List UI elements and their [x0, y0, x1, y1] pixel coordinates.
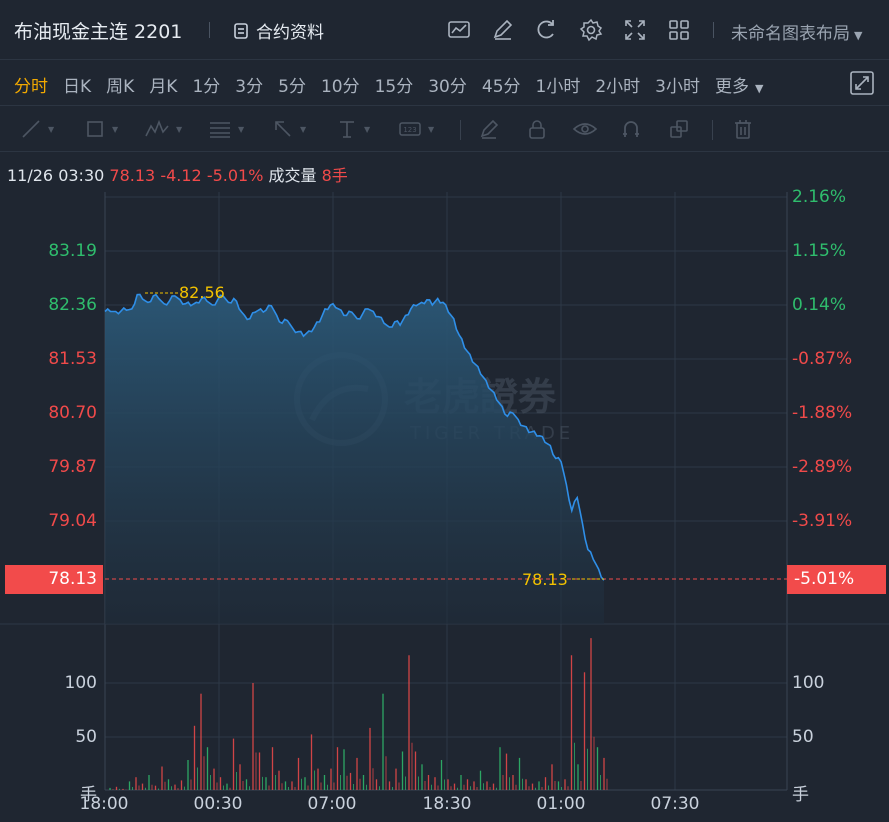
timeframe-tab[interactable]: 月K — [149, 77, 178, 97]
grid-icon[interactable] — [666, 17, 692, 43]
magnet-icon[interactable] — [620, 116, 642, 142]
refresh-icon[interactable] — [534, 17, 560, 43]
pct-axis-label: 2.16% — [792, 187, 847, 207]
timeframe-bar: 分时 日K 周K 月K 1分 3分 5分 10分 15分 30分 45分 1小时 2小时 3小时 更多 ▼ — [0, 60, 889, 106]
current-price-badge: 78.13 — [5, 565, 103, 594]
contract-info-label: 合约资料 — [256, 23, 324, 43]
timeframe-tab[interactable]: 分时 — [14, 77, 48, 97]
timeframe-tab[interactable]: 2小时 — [595, 77, 641, 97]
timeframe-tab[interactable]: 45分 — [481, 77, 521, 97]
time-axis-label: 18:30 — [422, 794, 472, 814]
timeframe-tab[interactable]: 30分 — [428, 77, 467, 97]
brush-icon[interactable] — [478, 116, 500, 142]
info-bar: 11/26 03:30 78.13 -4.12 -5.01% 成交量 8手 — [0, 152, 889, 192]
quote-change: -4.12 — [160, 166, 202, 185]
price-axis-label: 80.70 — [48, 403, 97, 423]
settings-icon[interactable] — [578, 17, 604, 43]
volume-unit-label: 手 — [792, 785, 809, 805]
instrument-title[interactable]: 布油现金主连 2201 — [14, 21, 183, 43]
time-axis-label: 07:00 — [307, 794, 357, 814]
text-icon[interactable]: ▼ — [340, 121, 371, 138]
divider — [712, 120, 713, 140]
arrow-icon[interactable]: ▼ — [272, 116, 306, 142]
layout-selector[interactable]: 未命名图表布局 ▼ — [731, 19, 862, 44]
timeframe-tab[interactable]: 10分 — [320, 77, 360, 97]
high-marker-label: 82.56 — [179, 283, 225, 302]
time-axis-label: 07:30 — [650, 794, 700, 814]
volume-axis-label: 100 — [64, 673, 97, 693]
timeframe-tab[interactable]: 5分 — [278, 77, 306, 97]
divider — [209, 22, 210, 38]
fibonacci-icon[interactable]: ▼ — [210, 122, 245, 138]
top-bar: 布油现金主连 2201 合约资料 未命名图表布局 ▼ — [0, 0, 889, 60]
rectangle-icon[interactable]: ▼ — [84, 116, 118, 142]
price-axis-label: 82.36 — [48, 295, 97, 315]
quote-volume: 8手 — [321, 166, 348, 185]
contract-info-button[interactable]: 合约资料 — [232, 18, 324, 43]
pct-axis-label: 1.15% — [792, 241, 847, 261]
volume-axis-label: 50 — [75, 727, 97, 747]
caret-down-icon: ▼ — [854, 29, 863, 42]
volume-label: 成交量 — [268, 166, 317, 185]
trash-icon[interactable] — [732, 116, 754, 142]
expand-icon[interactable] — [849, 70, 875, 96]
time-axis-label: 00:30 — [193, 794, 243, 814]
document-icon — [234, 22, 248, 39]
more-timeframes-button[interactable]: 更多 ▼ — [715, 72, 763, 97]
pct-axis-label: -0.87% — [792, 349, 853, 369]
caret-down-icon: ▼ — [755, 82, 764, 95]
quote-info: 11/26 03:30 78.13 -4.12 -5.01% 成交量 8手 — [7, 162, 348, 186]
layers-icon[interactable] — [668, 116, 690, 142]
price-axis-label: 79.87 — [48, 457, 97, 477]
price-chart[interactable]: 老虎證券 TIGER TRADE 82.56 78.13 2.16% 83.19… — [0, 187, 889, 822]
pct-axis-label: -3.91% — [792, 511, 853, 531]
pct-axis-label: 0.14% — [792, 295, 847, 315]
price-label-icon[interactable]: 123 ▼ — [398, 116, 434, 142]
price-axis-label: 83.19 — [48, 241, 97, 261]
drawing-toolbar: ▼ ▼ ▼ ▼ ▼ ▼ 123 ▼ — [0, 106, 889, 152]
divider — [713, 22, 714, 38]
layout-label: 未命名图表布局 — [731, 24, 850, 44]
volume-axis-label: 50 — [792, 727, 814, 747]
edit-icon[interactable] — [490, 17, 516, 43]
timeframe-tab[interactable]: 15分 — [374, 77, 414, 97]
time-axis-label: 01:00 — [536, 794, 586, 814]
chart-canvas[interactable]: 老虎證券 TIGER TRADE 82.56 78.13 — [0, 192, 889, 822]
low-marker-label: 78.13 — [522, 570, 568, 589]
eye-icon[interactable] — [572, 116, 598, 142]
lock-icon[interactable] — [526, 116, 548, 142]
price-axis-label: 79.04 — [48, 511, 97, 531]
wave-icon[interactable]: ▼ — [144, 116, 182, 142]
divider — [460, 120, 461, 140]
chart-icon[interactable] — [446, 17, 472, 43]
current-pct-badge: -5.01% — [787, 565, 886, 594]
quote-datetime: 11/26 03:30 — [7, 166, 105, 185]
fullscreen-icon[interactable] — [622, 17, 648, 43]
quote-price: 78.13 — [109, 166, 156, 185]
pct-axis-label: -1.88% — [792, 403, 853, 423]
timeframe-tabs: 分时 日K 周K 月K 1分 3分 5分 10分 15分 30分 45分 1小时 2小时 3小时 更多 ▼ — [14, 72, 778, 97]
timeframe-tab[interactable]: 日K — [63, 77, 92, 97]
price-axis-label: 81.53 — [48, 349, 97, 369]
volume-bars — [109, 638, 608, 790]
volume-axis-label: 100 — [792, 673, 825, 693]
timeframe-tab[interactable]: 1分 — [192, 77, 221, 97]
timeframe-tab[interactable]: 1小时 — [535, 77, 581, 97]
price-area — [105, 294, 604, 624]
timeframe-tab[interactable]: 3分 — [235, 77, 264, 97]
quote-change-pct: -5.01% — [206, 166, 264, 185]
more-label: 更多 — [715, 77, 749, 97]
timeframe-tab[interactable]: 3小时 — [655, 77, 700, 97]
price-line — [104, 293, 605, 581]
svg-text:123: 123 — [403, 126, 416, 134]
volume-unit-label: 手 — [80, 785, 97, 805]
timeframe-tab[interactable]: 周K — [106, 77, 135, 97]
trendline-icon[interactable]: ▼ — [20, 116, 54, 142]
pct-axis-label: -2.89% — [792, 457, 853, 477]
time-axis-label: 18:00 — [79, 794, 129, 814]
